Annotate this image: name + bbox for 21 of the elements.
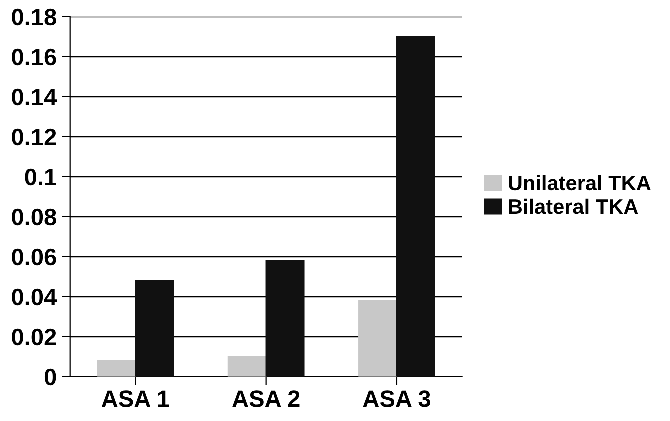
bar (358, 300, 398, 377)
bar (135, 280, 174, 377)
legend-label: Bilateral TKA (509, 198, 638, 214)
legend-label: Unilateral TKA (509, 175, 651, 191)
y-tick-label: 0.14 (12, 88, 58, 106)
y-tick-label: 0.18 (12, 8, 56, 26)
y-tick-label: 0 (44, 368, 56, 386)
x-tick-label: ASA 2 (232, 390, 300, 408)
bar (266, 260, 305, 377)
bar (97, 360, 136, 377)
y-tick-label: 0.16 (12, 48, 56, 66)
x-tick-label: ASA 1 (102, 390, 170, 408)
bar (396, 36, 436, 377)
y-tick-label: 0.12 (12, 128, 56, 146)
x-tick-label: ASA 3 (363, 390, 430, 408)
y-tick-label: 0.1 (25, 168, 56, 186)
y-tick-label: 0.02 (12, 328, 56, 346)
bar (228, 356, 267, 377)
y-tick-label: 0.08 (12, 208, 56, 226)
y-tick-label: 0.04 (12, 288, 58, 306)
y-tick-label: 0.06 (12, 248, 56, 266)
